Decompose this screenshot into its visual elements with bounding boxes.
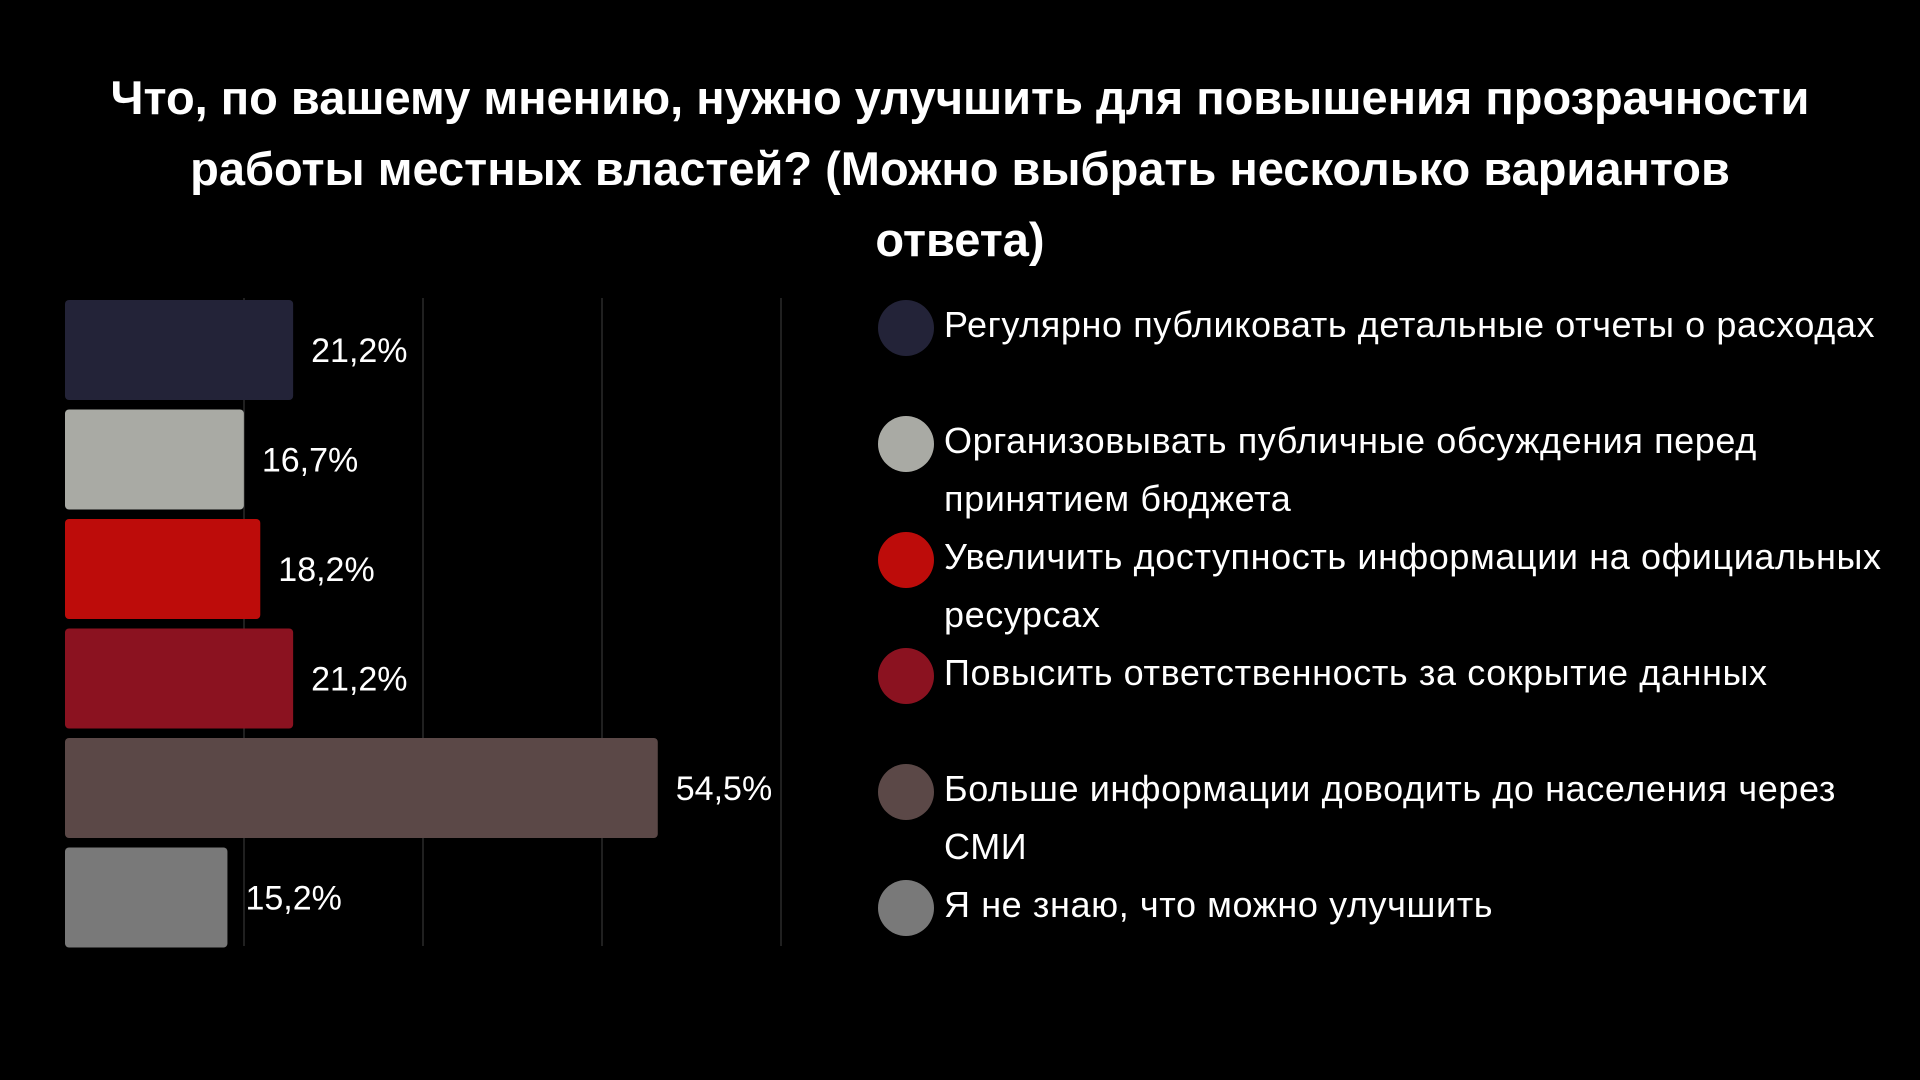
legend: Регулярно публиковать детальные отчеты о… [878,296,1898,992]
chart-title: Что, по вашему мнению, нужно улучшить дл… [110,71,1810,266]
gridlines [243,298,782,946]
legend-label: Я не знаю, что можно улучшить [944,884,1494,925]
legend-label: Увеличить доступность информации на офиц… [944,536,1882,635]
bar-value-label: 15,2% [245,880,341,918]
legend-swatch [878,648,934,704]
legend-swatch [878,764,934,820]
bar-value-label: 16,7% [262,442,358,480]
bar [65,738,658,838]
legend-item: Увеличить доступность информации на офиц… [878,528,1898,644]
bar [65,628,294,729]
bar-value-label: 18,2% [278,551,374,589]
legend-item: Больше информации доводить до населения … [878,760,1898,876]
legend-swatch [878,416,934,472]
bars [65,300,658,948]
legend-label: Больше информации доводить до населения … [944,768,1836,867]
value-labels: 21,2% 16,7% 18,2% 21,2% 54,5% 15,2% [245,332,772,918]
bar-chart: 21,2% 16,7% 18,2% 21,2% 54,5% 15,2% [65,298,782,948]
legend-item: Я не знаю, что можно улучшить [878,876,1898,992]
bar-value-label: 21,2% [311,332,407,370]
bar [65,519,261,619]
legend-swatch [878,880,934,936]
bar-value-label: 54,5% [676,770,772,808]
legend-swatch [878,300,934,356]
bar [65,300,294,400]
bar [65,409,244,510]
bar [65,847,228,948]
legend-label: Регулярно публиковать детальные отчеты о… [944,304,1876,345]
legend-item: Организовывать публичные обсуждения пере… [878,412,1898,528]
legend-label: Организовывать публичные обсуждения пере… [944,420,1757,519]
legend-item: Регулярно публиковать детальные отчеты о… [878,296,1898,412]
legend-swatch [878,532,934,588]
bar-value-label: 21,2% [311,661,407,699]
legend-label: Повысить ответственность за сокрытие дан… [944,652,1768,693]
legend-item: Повысить ответственность за сокрытие дан… [878,644,1898,760]
